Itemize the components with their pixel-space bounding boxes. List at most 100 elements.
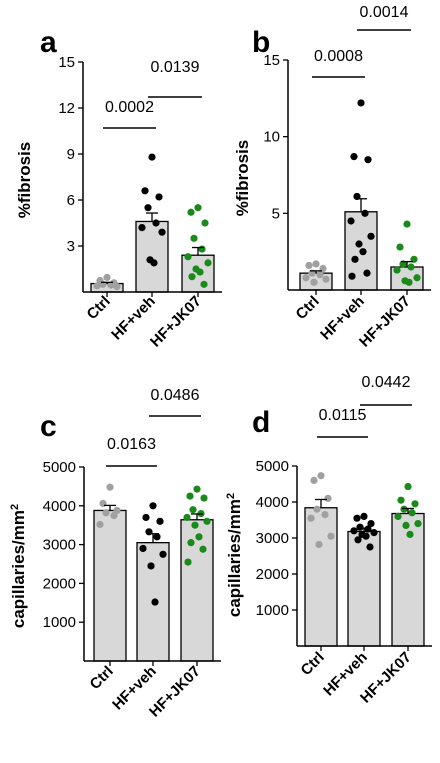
data-point xyxy=(187,208,195,216)
data-point xyxy=(189,506,197,514)
y-tick-label: 1000 xyxy=(43,614,76,631)
y-tick-label: 5000 xyxy=(256,458,289,475)
data-point xyxy=(93,282,101,290)
data-point xyxy=(396,243,404,251)
y-tick-label: 10 xyxy=(263,129,280,146)
y-tick-label: 2000 xyxy=(256,566,289,583)
p-value-label: 0.0115 xyxy=(319,407,367,424)
data-point xyxy=(367,520,375,528)
data-point xyxy=(138,224,146,232)
data-point xyxy=(366,543,374,551)
data-point xyxy=(196,268,204,276)
data-point xyxy=(203,517,211,525)
data-point xyxy=(144,204,152,212)
data-point xyxy=(403,220,411,228)
data-point xyxy=(364,525,372,533)
data-point xyxy=(156,517,164,525)
panel-c: c10002000300040005000CtrlHF+vehHF+JK07ca… xyxy=(9,387,221,721)
data-point xyxy=(103,273,111,282)
y-axis-label: capillaries/mm2 xyxy=(225,493,244,617)
bar-Ctrl xyxy=(93,509,127,662)
y-tick-label: 2000 xyxy=(43,575,76,592)
data-point xyxy=(151,598,159,606)
data-point xyxy=(142,513,150,522)
data-point xyxy=(194,204,202,212)
data-point xyxy=(310,476,318,484)
data-point xyxy=(321,510,329,519)
y-axis-label: capillaries/mm2 xyxy=(9,504,28,628)
bar-HF+veh xyxy=(347,530,381,647)
data-point xyxy=(184,558,192,566)
y-axis-label: %fibrosis xyxy=(15,142,34,219)
data-point xyxy=(305,261,313,270)
data-point xyxy=(355,240,363,248)
data-point xyxy=(183,513,191,522)
y-tick-label: 1000 xyxy=(256,602,289,619)
data-point xyxy=(141,187,149,195)
data-point xyxy=(397,496,405,504)
data-point xyxy=(113,283,121,291)
y-tick-label: 6 xyxy=(67,192,75,209)
data-point xyxy=(102,509,110,517)
data-point xyxy=(153,533,161,541)
data-point xyxy=(393,266,401,274)
y-tick-label: 15 xyxy=(58,54,75,71)
y-tick-label: 4000 xyxy=(256,494,289,511)
panel-letter: d xyxy=(252,406,270,439)
category-label: Ctrl xyxy=(293,293,323,323)
data-point xyxy=(354,536,362,544)
bar-HF+JK07 xyxy=(180,519,214,662)
data-point xyxy=(315,540,323,549)
data-point xyxy=(350,153,358,161)
data-point xyxy=(204,259,212,267)
y-tick-label: 3000 xyxy=(256,530,289,547)
data-point xyxy=(408,509,416,517)
category-label: Ctrl xyxy=(87,663,117,693)
data-point xyxy=(152,219,160,227)
panel-b: b51015CtrlHF+vehHF+JK07%fibrosis0.00080.… xyxy=(233,4,431,351)
category-label: HF+JK07 xyxy=(356,293,414,351)
data-point xyxy=(155,193,163,201)
data-point xyxy=(364,156,372,164)
data-point xyxy=(317,472,325,480)
y-tick-label: 12 xyxy=(58,100,75,117)
data-point xyxy=(360,512,368,521)
data-point xyxy=(357,99,365,107)
category-label: Ctrl xyxy=(298,649,328,679)
data-point xyxy=(200,494,208,502)
data-point xyxy=(348,272,356,280)
y-tick-label: 4000 xyxy=(43,498,76,515)
data-point xyxy=(193,485,201,493)
data-point xyxy=(107,281,115,289)
data-point xyxy=(370,529,378,537)
y-tick-label: 5000 xyxy=(43,459,76,476)
p-value-label: 0.0486 xyxy=(151,387,200,404)
panel-d: d10002000300040005000CtrlHF+vehHF+JK07ca… xyxy=(225,374,432,707)
data-point xyxy=(347,217,355,225)
data-point xyxy=(411,500,419,508)
data-point xyxy=(402,521,410,530)
data-point xyxy=(356,523,364,531)
data-point xyxy=(201,219,209,227)
data-point xyxy=(187,539,195,547)
data-point xyxy=(147,562,155,570)
category-label: Ctrl xyxy=(84,293,114,323)
data-point xyxy=(302,274,310,282)
y-tick-label: 5 xyxy=(272,205,280,222)
data-point xyxy=(406,530,414,539)
data-point xyxy=(158,228,166,236)
data-point xyxy=(110,511,118,520)
y-axis-label: %fibrosis xyxy=(233,140,252,217)
data-point xyxy=(394,512,402,521)
data-point xyxy=(190,234,198,242)
data-point xyxy=(188,273,196,281)
panel-letter: c xyxy=(40,410,57,443)
data-point xyxy=(405,278,413,286)
panel-a: a3691215CtrlHF+vehHF+JK07%fibrosis0.0002… xyxy=(15,26,222,351)
panel-letter: b xyxy=(252,26,270,59)
data-point xyxy=(150,259,158,267)
data-point xyxy=(350,527,358,535)
p-value-label: 0.0139 xyxy=(151,59,200,76)
data-point xyxy=(96,520,104,529)
